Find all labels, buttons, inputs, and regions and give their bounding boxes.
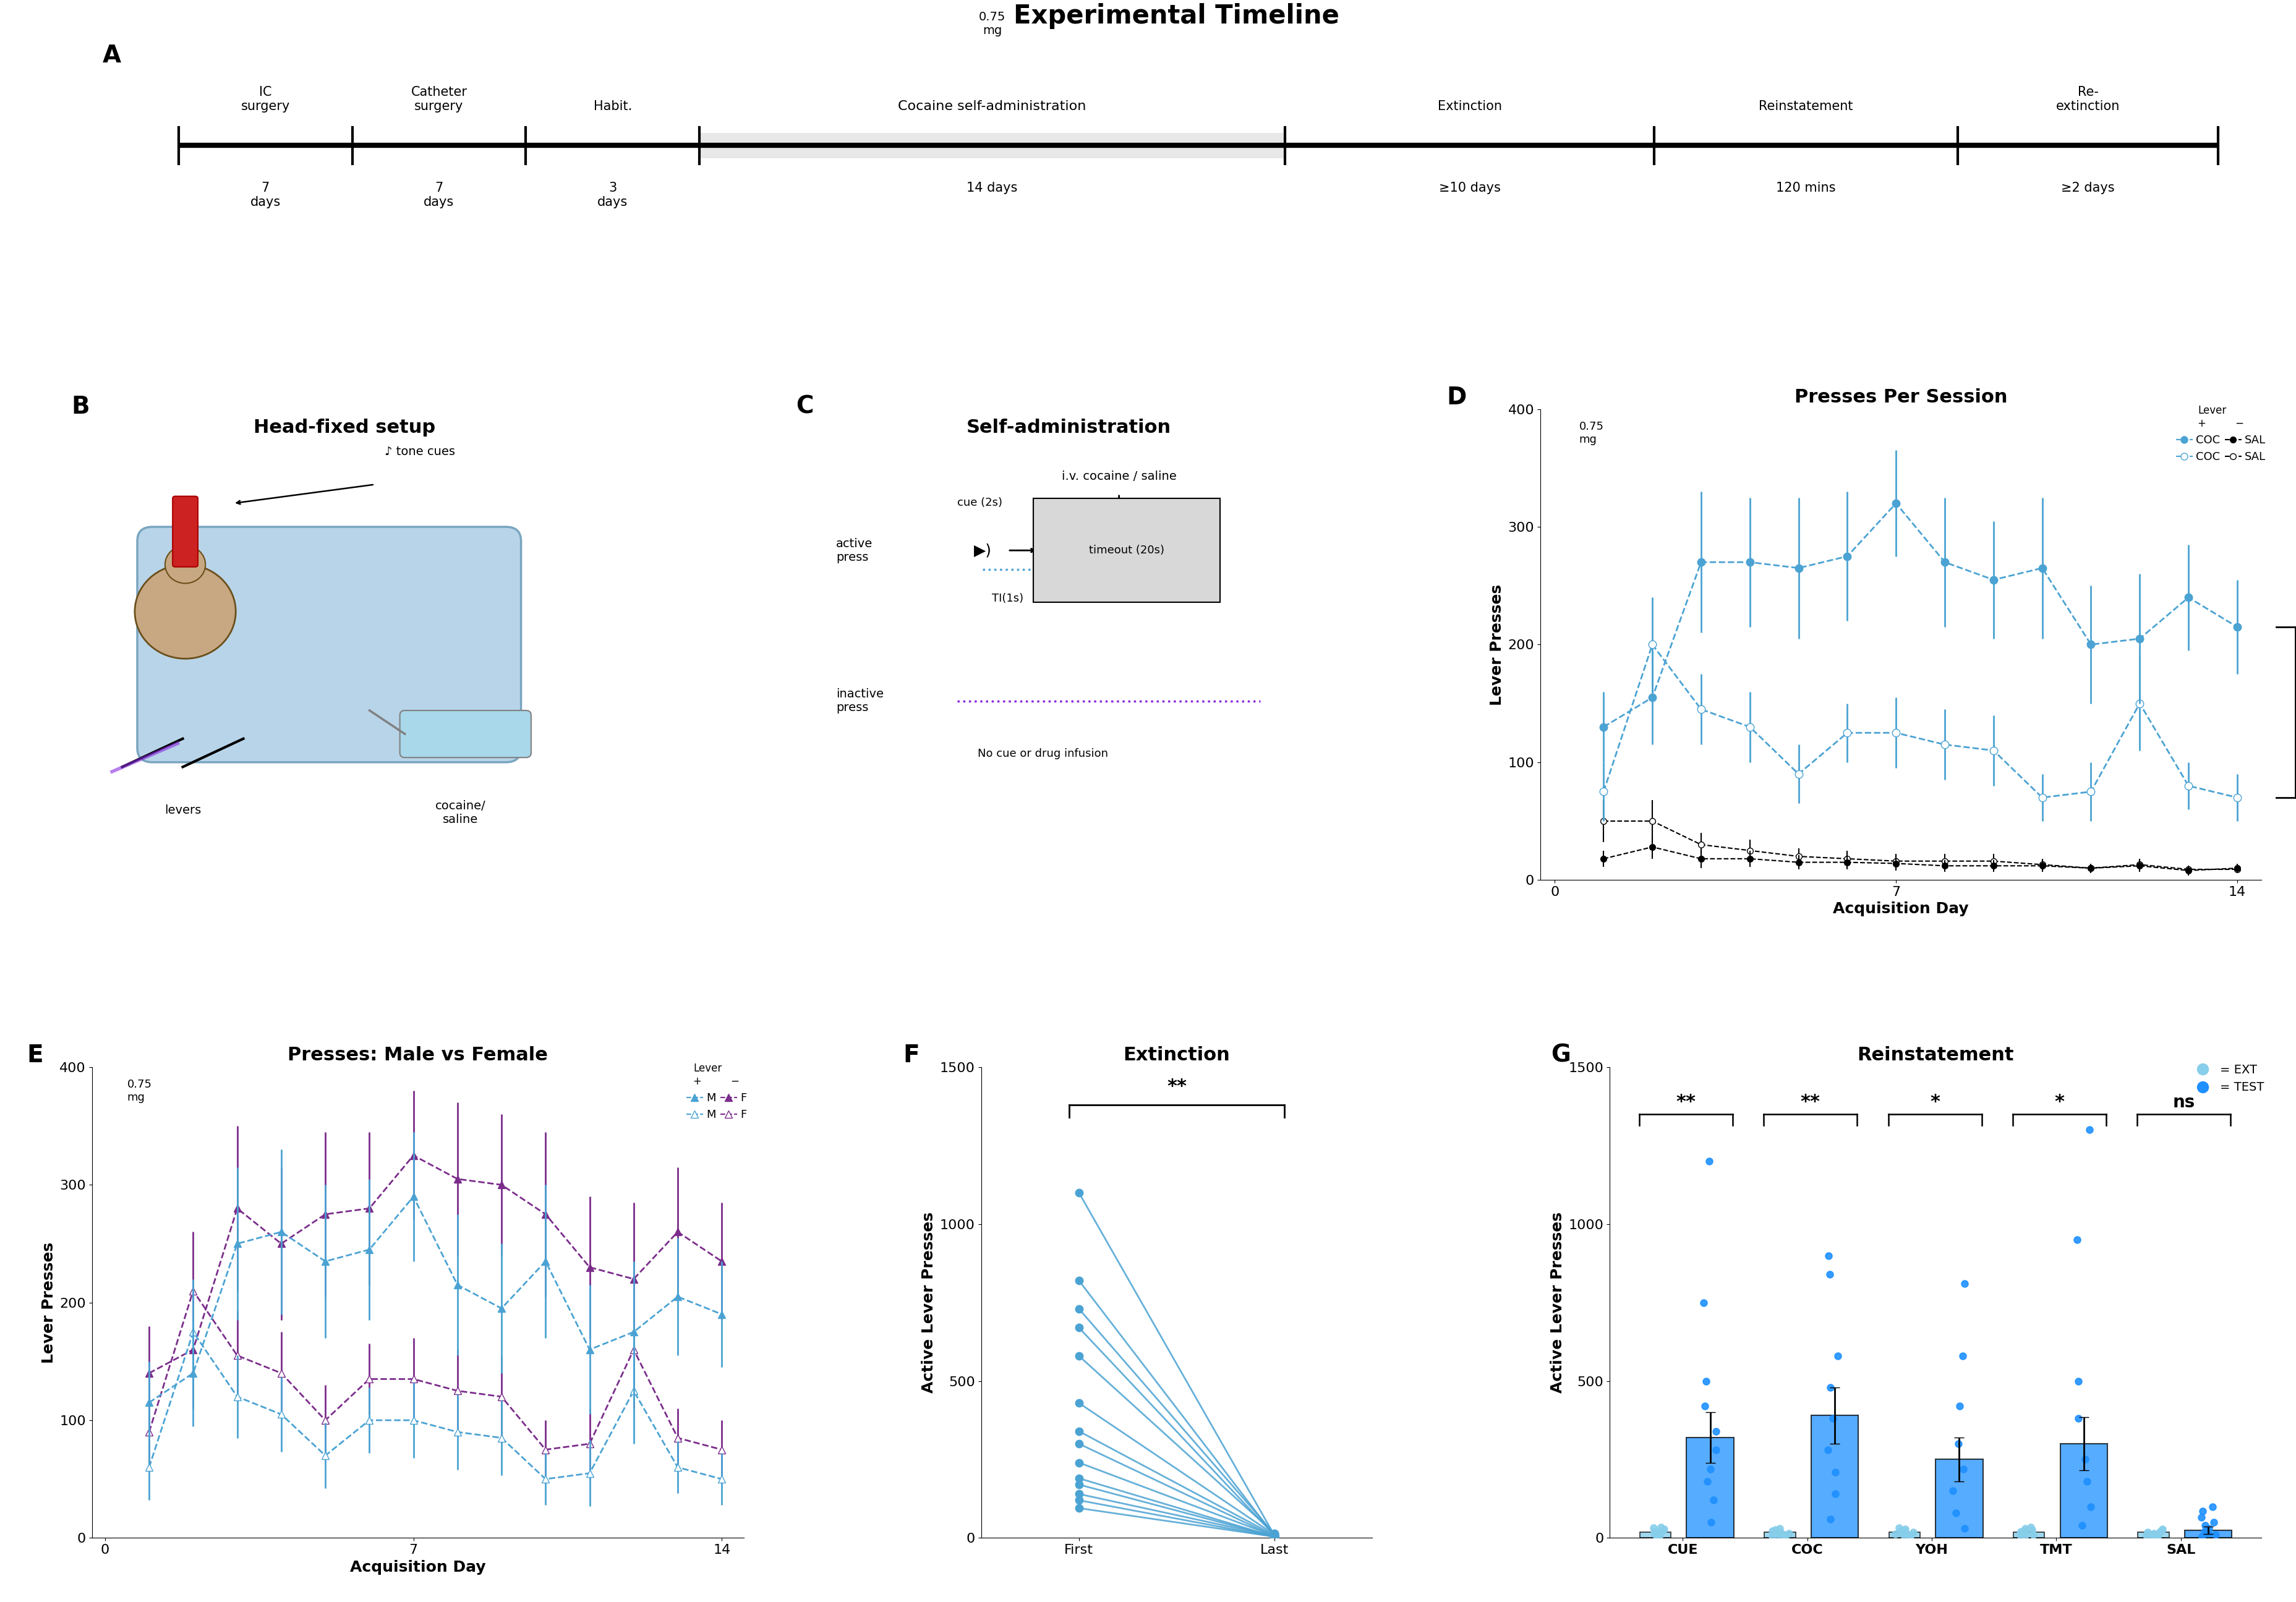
Text: *: * — [1931, 1093, 1940, 1112]
Text: TI(1s): TI(1s) — [992, 593, 1024, 604]
Text: ≥2 days: ≥2 days — [2062, 183, 2115, 194]
Text: cue (2s): cue (2s) — [957, 497, 1003, 508]
Text: ♪ tone cues: ♪ tone cues — [386, 445, 455, 458]
Y-axis label: Active Lever Presses: Active Lever Presses — [921, 1213, 937, 1394]
Bar — [2060, 1443, 2108, 1538]
Text: Extinction: Extinction — [1437, 101, 1502, 112]
Text: C: C — [797, 396, 813, 418]
Text: Cocaine self-administration: Cocaine self-administration — [898, 101, 1086, 112]
Text: cocaine/
saline: cocaine/ saline — [436, 799, 487, 825]
Text: 0.75
mg: 0.75 mg — [126, 1078, 152, 1102]
Bar — [1688, 1437, 1733, 1538]
Text: IC
surgery: IC surgery — [241, 87, 289, 112]
FancyBboxPatch shape — [400, 710, 530, 758]
Bar — [1890, 1532, 1919, 1538]
Text: i.v. cocaine / saline: i.v. cocaine / saline — [1061, 471, 1176, 482]
Title: Extinction: Extinction — [1123, 1046, 1231, 1064]
Text: Re-
extinction: Re- extinction — [2055, 87, 2119, 112]
Bar — [1639, 1532, 1671, 1538]
FancyBboxPatch shape — [138, 527, 521, 763]
Text: Self-administration: Self-administration — [967, 418, 1171, 436]
Bar — [1763, 1532, 1795, 1538]
Circle shape — [135, 564, 236, 658]
Text: levers: levers — [165, 804, 202, 817]
Text: **: ** — [1166, 1078, 1187, 1096]
Text: **: ** — [1676, 1093, 1697, 1112]
Text: Habit.: Habit. — [592, 101, 631, 112]
Y-axis label: Lever Presses: Lever Presses — [41, 1242, 55, 1363]
Text: ns: ns — [2172, 1094, 2195, 1112]
Text: active
press: active press — [836, 538, 872, 562]
Text: B: B — [71, 396, 90, 418]
Bar — [1812, 1416, 1857, 1538]
Title: Presses: Male vs Female: Presses: Male vs Female — [287, 1046, 549, 1064]
Bar — [2183, 1530, 2232, 1538]
Text: 3
days: 3 days — [597, 183, 627, 208]
Legend: = EXT, = TEST: = EXT, = TEST — [2186, 1059, 2268, 1099]
Text: Catheter
surgery: Catheter surgery — [411, 87, 466, 112]
Text: 0.75
mg: 0.75 mg — [1580, 421, 1605, 445]
Text: 0.75
mg: 0.75 mg — [978, 11, 1006, 37]
Text: D: D — [1446, 386, 1467, 409]
Text: F: F — [902, 1043, 918, 1067]
Text: E: E — [28, 1043, 44, 1067]
Legend: M, M, F, F: M, M, F, F — [682, 1059, 751, 1125]
Text: **: ** — [1800, 1093, 1821, 1112]
Text: No cue or drug infusion: No cue or drug infusion — [978, 748, 1109, 759]
Text: 14 days: 14 days — [967, 183, 1017, 194]
Text: 120 mins: 120 mins — [1777, 183, 1837, 194]
Text: Head-fixed setup: Head-fixed setup — [253, 418, 436, 436]
Text: ≥10 days: ≥10 days — [1440, 183, 1502, 194]
X-axis label: Acquisition Day: Acquisition Day — [349, 1560, 487, 1575]
Bar — [700, 133, 1286, 159]
Text: Reinstatement: Reinstatement — [1759, 101, 1853, 112]
Text: 7
days: 7 days — [425, 183, 455, 208]
Title: Reinstatement: Reinstatement — [1857, 1046, 2014, 1064]
Y-axis label: Lever Presses: Lever Presses — [1490, 583, 1504, 705]
Text: 7
days: 7 days — [250, 183, 280, 208]
Text: Experimental Timeline: Experimental Timeline — [1015, 3, 1339, 29]
Legend: COC, COC, SAL, SAL: COC, COC, SAL, SAL — [2172, 400, 2271, 466]
Bar — [1936, 1459, 1984, 1538]
Text: A: A — [103, 43, 122, 67]
Text: ▶): ▶) — [974, 543, 992, 557]
Text: timeout (20s): timeout (20s) — [1088, 545, 1164, 556]
X-axis label: Acquisition Day: Acquisition Day — [1832, 902, 1968, 916]
Text: inactive
press: inactive press — [836, 689, 884, 714]
Bar — [2014, 1532, 2043, 1538]
Text: *: * — [2055, 1093, 2064, 1112]
Y-axis label: Active Lever Presses: Active Lever Presses — [1550, 1213, 1566, 1394]
Bar — [2138, 1532, 2170, 1538]
Title: Presses Per Session: Presses Per Session — [1795, 388, 2007, 405]
FancyBboxPatch shape — [172, 497, 197, 567]
Text: G: G — [1550, 1043, 1570, 1067]
FancyBboxPatch shape — [1033, 498, 1219, 602]
Circle shape — [165, 546, 204, 583]
